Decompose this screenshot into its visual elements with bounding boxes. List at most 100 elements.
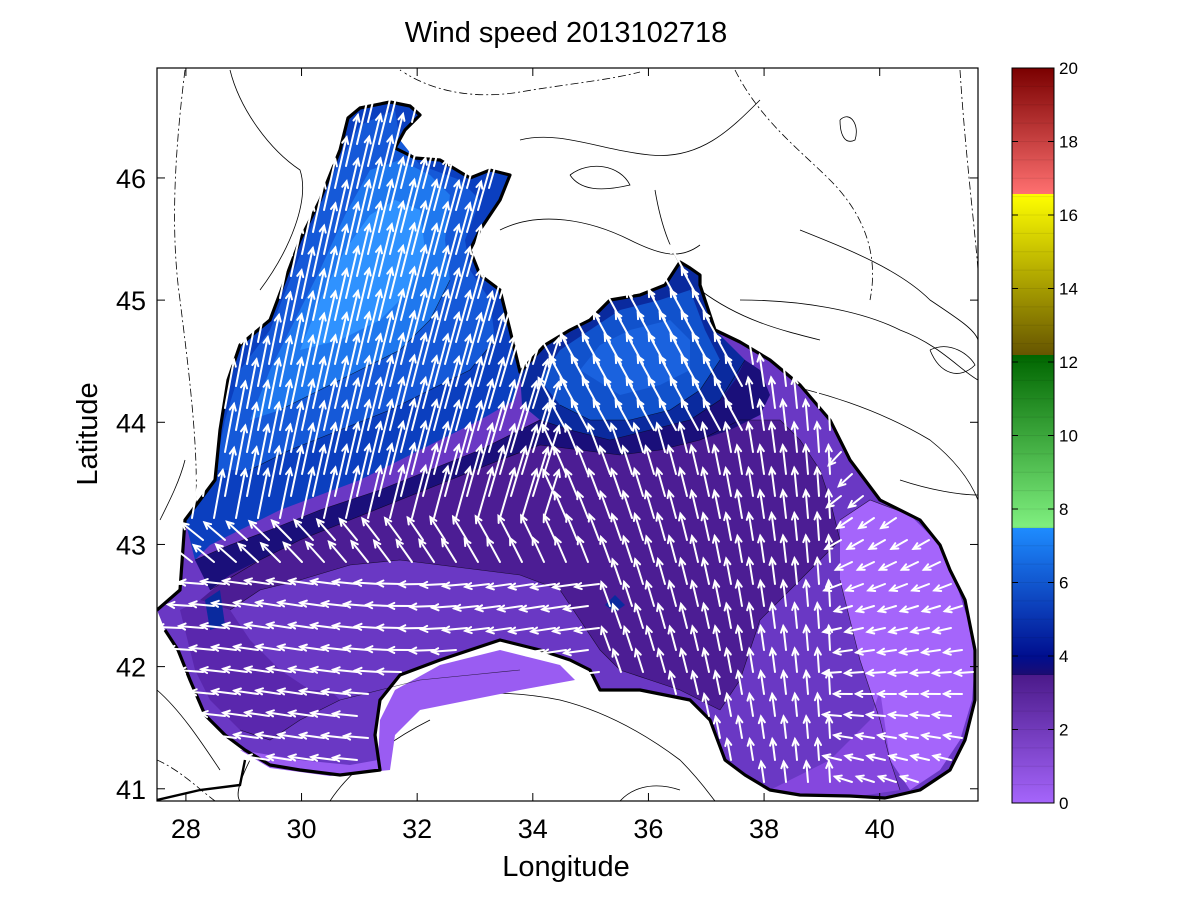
wind-vector-head [931, 753, 942, 762]
y-tick-label: 41 [116, 775, 146, 805]
wind-vector [411, 332, 427, 387]
wind-vector [310, 668, 336, 673]
wind-vector-head [689, 533, 698, 545]
wind-vector [844, 671, 864, 675]
wind-vector [845, 583, 864, 592]
wind-vector [433, 333, 449, 387]
wind-vector-head [677, 421, 686, 432]
wind-vector-head [297, 599, 308, 608]
wind-vector [327, 540, 347, 563]
wind-vector-head [767, 375, 776, 386]
wind-vector-head [440, 625, 451, 634]
wind-vector-head [285, 422, 293, 433]
wind-vector-head [520, 513, 528, 524]
wind-vector-head [941, 689, 952, 698]
colorbar-band-blue [1012, 528, 1054, 657]
wind-vector-head [622, 624, 631, 636]
wind-vector [257, 468, 269, 519]
wind-vector-head [658, 398, 667, 409]
wind-vector [668, 535, 677, 563]
wind-vector-head [531, 535, 540, 546]
wind-vector-head [666, 534, 675, 545]
wind-vector [815, 376, 820, 409]
wind-vector-head [506, 626, 517, 635]
wind-vector [932, 627, 952, 633]
wind-vector-head [275, 643, 286, 652]
wind-vector [389, 200, 405, 255]
wind-vector [611, 558, 622, 585]
wind-vector [521, 380, 538, 431]
wind-vector-head [286, 621, 297, 630]
wind-vector [656, 467, 666, 497]
wind-vector [691, 670, 699, 695]
wind-vector-head [209, 599, 220, 608]
wind-vector [378, 179, 393, 233]
wind-vector [815, 421, 820, 453]
wind-vector [508, 583, 534, 589]
wind-vector [361, 517, 380, 541]
wind-vector-head [790, 465, 799, 476]
wind-vector-head [691, 332, 700, 343]
wind-vector [305, 541, 325, 563]
wind-vector [910, 754, 930, 761]
wind-vector [770, 602, 776, 629]
wind-vector-head [921, 563, 932, 571]
wind-vector [299, 645, 325, 651]
wind-vector [301, 379, 314, 431]
wind-vector [316, 518, 336, 541]
wind-vector [943, 605, 963, 613]
wind-vector-head [886, 668, 897, 677]
wind-vector [827, 489, 831, 519]
wind-vector-head [611, 647, 620, 658]
wind-vector-head [341, 644, 352, 653]
wind-vector-head [909, 626, 920, 635]
wind-vector-head [700, 556, 709, 567]
wind-vector-head [296, 312, 305, 323]
wind-vector-head [561, 604, 572, 613]
wind-vector-head [486, 377, 495, 389]
wind-vector-head [592, 398, 601, 409]
wind-vector [400, 134, 416, 189]
wind-vector-head [318, 267, 327, 278]
wind-vector-head [570, 398, 579, 409]
wind-vector-head [375, 112, 383, 123]
wind-vector-head [431, 134, 439, 145]
wind-vector-head [386, 398, 395, 409]
wind-vector [747, 421, 754, 453]
wind-vector-head [724, 736, 733, 748]
wind-vector-head [508, 378, 517, 389]
wind-vector [714, 715, 721, 739]
wind-vector [312, 444, 326, 497]
wind-vector [411, 68, 427, 123]
y-axis-ticks: 41 42 43 44 45 46 [116, 164, 978, 805]
wind-vector [477, 467, 494, 519]
wind-vector-head [688, 443, 697, 454]
wind-vector [827, 670, 831, 695]
wind-vector [167, 647, 193, 651]
wind-vector-head [318, 355, 327, 366]
wind-vector-head [451, 603, 462, 612]
wind-vector-head [564, 467, 573, 478]
wind-vector [277, 645, 303, 651]
wind-vector [222, 579, 248, 585]
wind-vector [367, 69, 382, 123]
wind-vector-head [864, 711, 875, 720]
wind-vector [488, 445, 505, 497]
wind-vector [323, 466, 337, 519]
wind-vector [878, 561, 897, 571]
wind-vector-head [701, 691, 710, 703]
wind-vector-head [419, 419, 428, 430]
wind-vector [713, 489, 721, 519]
x-tick-label: 32 [402, 814, 432, 844]
wind-vector [411, 464, 427, 519]
wind-vector [782, 579, 787, 607]
wind-vector [266, 711, 292, 717]
wind-vector-head [842, 711, 853, 720]
wind-vector [422, 311, 438, 365]
wind-vector-head [833, 563, 844, 571]
wind-vector-head [790, 375, 799, 385]
wind-vector [411, 112, 427, 167]
wind-vector [587, 423, 600, 453]
wind-vector [519, 605, 545, 611]
wind-vector-head [251, 357, 260, 368]
